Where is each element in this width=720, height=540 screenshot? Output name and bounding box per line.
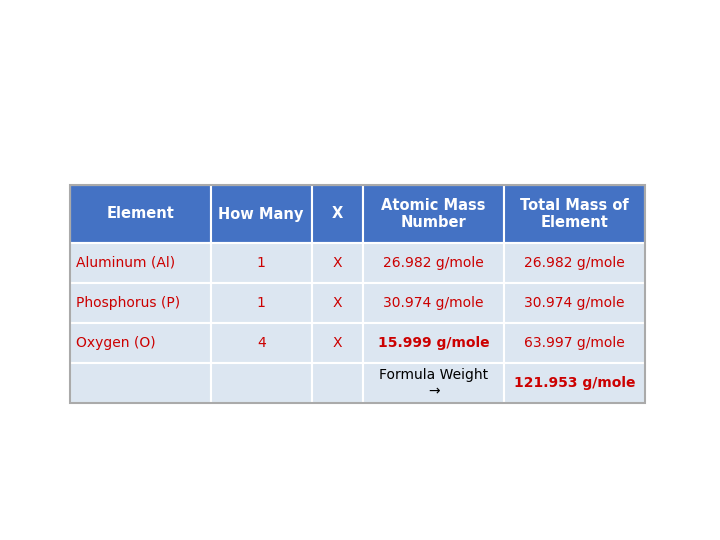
Text: How Many: How Many (218, 206, 304, 221)
Bar (312, 363, 364, 403)
Bar (70, 323, 211, 363)
Bar (364, 185, 504, 243)
Bar (364, 363, 504, 403)
Text: 4: 4 (257, 336, 266, 350)
Bar (312, 323, 364, 363)
Bar (312, 185, 364, 243)
Bar (211, 283, 312, 323)
Bar (364, 283, 504, 323)
Text: 63.997 g/mole: 63.997 g/mole (524, 336, 625, 350)
Bar (70, 185, 645, 403)
Text: Element: Element (107, 206, 174, 221)
Bar (312, 243, 364, 283)
Text: Aluminum (Al): Aluminum (Al) (76, 256, 175, 270)
Text: Atomic Mass
Number: Atomic Mass Number (382, 198, 486, 230)
Bar (70, 283, 211, 323)
Text: 15.999 g/mole: 15.999 g/mole (378, 336, 490, 350)
Text: 26.982 g/mole: 26.982 g/mole (383, 256, 484, 270)
Text: X: X (333, 256, 342, 270)
Text: 26.982 g/mole: 26.982 g/mole (524, 256, 625, 270)
Bar (211, 323, 312, 363)
Text: X: X (333, 336, 342, 350)
Bar (364, 243, 504, 283)
Bar (504, 363, 645, 403)
Bar (504, 185, 645, 243)
Bar (504, 243, 645, 283)
Text: Total Mass of
Element: Total Mass of Element (520, 198, 629, 230)
Text: 30.974 g/mole: 30.974 g/mole (384, 296, 484, 310)
Bar (70, 243, 211, 283)
Text: Phosphorus (P): Phosphorus (P) (76, 296, 180, 310)
Bar (504, 323, 645, 363)
Text: 121.953 g/mole: 121.953 g/mole (514, 376, 635, 390)
Bar (211, 363, 312, 403)
Text: 30.974 g/mole: 30.974 g/mole (524, 296, 625, 310)
Bar (211, 185, 312, 243)
Bar (70, 363, 211, 403)
Text: Oxygen (O): Oxygen (O) (76, 336, 156, 350)
Text: X: X (333, 296, 342, 310)
Text: Formula Weight
→: Formula Weight → (379, 368, 488, 398)
Bar (211, 243, 312, 283)
Bar (364, 323, 504, 363)
Text: X: X (332, 206, 343, 221)
Text: 1: 1 (257, 296, 266, 310)
Text: 1: 1 (257, 256, 266, 270)
Bar (312, 283, 364, 323)
Bar (70, 185, 211, 243)
Bar (504, 283, 645, 323)
